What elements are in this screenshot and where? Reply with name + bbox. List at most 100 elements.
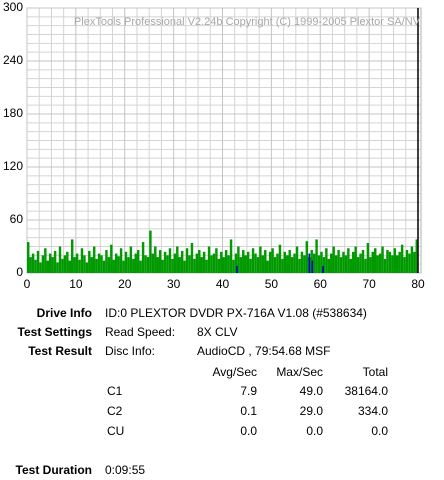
- bar: [141, 242, 145, 273]
- bar: [342, 251, 345, 273]
- bar: [376, 255, 379, 273]
- table-cell: 0.1: [240, 404, 257, 418]
- bar: [286, 255, 289, 273]
- bar: [288, 250, 291, 273]
- bar: [303, 255, 306, 273]
- bar: [122, 260, 125, 273]
- y-tick-label: 180: [3, 106, 23, 120]
- bar: [325, 248, 328, 273]
- bar: [198, 250, 201, 273]
- bar: [300, 251, 304, 273]
- y-tick-label: 240: [3, 53, 23, 67]
- bar: [88, 250, 91, 273]
- bar: [349, 258, 353, 273]
- bar: [413, 251, 416, 273]
- bar: [369, 257, 372, 273]
- bar: [386, 250, 389, 273]
- bar: [161, 259, 164, 273]
- row-label: C1: [107, 384, 123, 398]
- bar: [27, 242, 30, 273]
- bar: [83, 255, 86, 273]
- table-cell: 38164.0: [344, 384, 388, 398]
- bar: [110, 244, 113, 273]
- chart: PlexTools Professional V2.24b Copyright …: [3, 0, 425, 291]
- x-tick-label: 40: [216, 277, 230, 291]
- row-label: CU: [107, 424, 125, 438]
- info-label: Test Duration: [15, 463, 92, 477]
- bar: [317, 255, 321, 273]
- bar: [354, 246, 357, 273]
- bar: [46, 260, 49, 273]
- bar: [58, 246, 62, 273]
- bar: [222, 257, 225, 273]
- bar: [29, 257, 32, 273]
- y-tick-label: 0: [16, 265, 23, 279]
- bar: [273, 257, 277, 273]
- bar: [146, 257, 150, 273]
- bar: [129, 246, 133, 273]
- bar: [308, 253, 311, 273]
- bar: [75, 253, 79, 273]
- bar: [34, 259, 37, 273]
- bar: [48, 253, 52, 273]
- bar: [312, 253, 316, 273]
- bar: [388, 251, 392, 273]
- bar: [236, 265, 238, 273]
- bar: [383, 258, 387, 273]
- bar: [136, 250, 140, 273]
- bar: [378, 253, 382, 273]
- bar: [95, 258, 98, 273]
- bar: [36, 250, 40, 273]
- bar: [92, 246, 96, 273]
- column-header: Max/Sec: [276, 365, 323, 379]
- bar: [134, 253, 137, 273]
- bar: [237, 246, 240, 273]
- bar: [410, 246, 414, 273]
- bar: [180, 250, 184, 273]
- info-value: 0:09:55: [105, 463, 146, 477]
- bar: [68, 260, 71, 273]
- bar: [127, 257, 130, 273]
- bar: [63, 255, 67, 273]
- bar: [332, 246, 335, 273]
- bar: [259, 246, 262, 273]
- bar: [356, 257, 360, 273]
- bar: [31, 253, 35, 273]
- bar: [139, 260, 142, 273]
- bar: [173, 253, 177, 273]
- bar: [154, 246, 157, 273]
- info-label: Test Settings: [17, 325, 92, 339]
- bar: [80, 248, 84, 273]
- bar: [398, 251, 401, 273]
- bar: [339, 257, 343, 273]
- table-cell: 0.0: [240, 424, 257, 438]
- info-value: 8X CLV: [197, 325, 238, 339]
- x-tick-label: 10: [69, 277, 83, 291]
- bar: [100, 255, 103, 273]
- bar: [105, 250, 108, 273]
- x-tick-label: 80: [411, 277, 425, 291]
- bar: [166, 255, 169, 273]
- bar: [193, 258, 196, 273]
- bar: [132, 258, 135, 273]
- bar: [264, 250, 267, 273]
- bar: [234, 253, 238, 273]
- bar: [61, 258, 64, 273]
- bar: [114, 253, 118, 273]
- x-tick-label: 20: [118, 277, 132, 291]
- bar: [239, 257, 243, 273]
- bar: [366, 242, 370, 273]
- bar: [261, 255, 265, 273]
- bar: [244, 255, 247, 273]
- bar: [320, 251, 323, 273]
- bar: [295, 246, 299, 273]
- bar: [254, 253, 257, 273]
- bar: [78, 259, 81, 273]
- bar: [112, 259, 115, 273]
- bar: [207, 246, 211, 273]
- bar: [185, 248, 189, 273]
- bar: [232, 259, 235, 273]
- column-header: Total: [362, 365, 388, 379]
- info-key: Read Speed:: [105, 325, 176, 339]
- bar: [156, 257, 159, 273]
